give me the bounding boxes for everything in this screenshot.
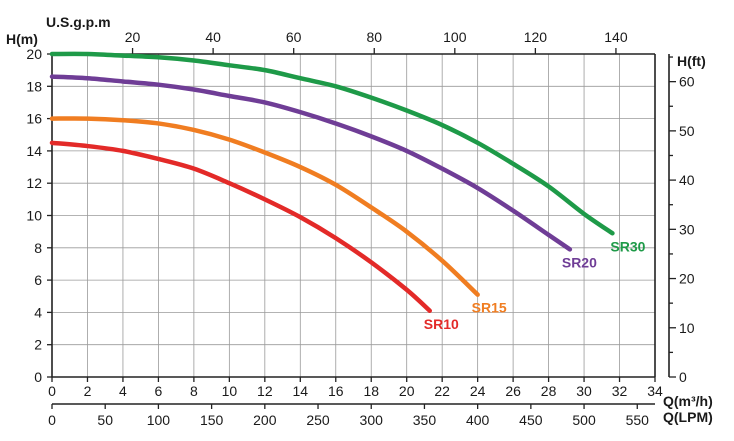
series-label-sr15: SR15 — [472, 300, 507, 316]
lpm-tick-label: 150 — [200, 412, 224, 428]
y-tick-label: 16 — [26, 111, 42, 127]
x-tick-label: 34 — [647, 383, 663, 399]
series-label-sr10: SR10 — [424, 316, 459, 332]
x-tick-label: 24 — [470, 383, 486, 399]
x-tick-label: 12 — [257, 383, 273, 399]
y-axis-title: H(m) — [6, 31, 38, 47]
x-axis-title: Q(m³/h) — [663, 393, 713, 409]
gpm-tick-label: 120 — [524, 29, 548, 45]
x-tick-label: 0 — [48, 383, 56, 399]
y-tick-label: 14 — [26, 143, 42, 159]
lpm-tick-label: 500 — [572, 412, 596, 428]
lpm-tick-label: 200 — [253, 412, 277, 428]
y-tick-label: 10 — [26, 208, 42, 224]
lpm-tick-label: 300 — [360, 412, 384, 428]
x-tick-label: 6 — [155, 383, 163, 399]
gpm-tick-label: 20 — [125, 29, 141, 45]
x-tick-label: 20 — [399, 383, 415, 399]
ft-tick-label: 10 — [679, 320, 695, 336]
x-tick-label: 8 — [190, 383, 198, 399]
ft-tick-label: 40 — [679, 172, 695, 188]
lpm-tick-label: 250 — [306, 412, 330, 428]
lpm-axis-title: Q(LPM) — [663, 409, 713, 425]
y-tick-label: 20 — [26, 46, 42, 62]
grid — [52, 53, 655, 377]
top-axis-title: U.S.g.p.m — [46, 14, 111, 30]
gpm-tick-label: 60 — [286, 29, 302, 45]
y-tick-label: 18 — [26, 78, 42, 94]
y-tick-label: 8 — [34, 240, 42, 256]
lpm-tick-label: 350 — [413, 412, 437, 428]
x-tick-label: 16 — [328, 383, 344, 399]
x-tick-label: 28 — [541, 383, 557, 399]
ft-tick-label: 0 — [679, 369, 687, 385]
series-line-sr15 — [49, 116, 480, 297]
series-line-sr30 — [49, 51, 615, 236]
series-line-sr20 — [49, 74, 573, 252]
y-tick-label: 6 — [34, 272, 42, 288]
lpm-tick-label: 550 — [626, 412, 650, 428]
lpm-tick-label: 100 — [147, 412, 171, 428]
y-tick-label: 4 — [34, 304, 42, 320]
series-label-sr30: SR30 — [610, 238, 645, 254]
x-tick-label: 2 — [84, 383, 92, 399]
ft-tick-label: 20 — [679, 271, 695, 287]
x-tick-label: 10 — [222, 383, 238, 399]
gpm-tick-label: 140 — [604, 29, 628, 45]
ft-tick-label: 30 — [679, 221, 695, 237]
ft-tick-label: 60 — [679, 74, 695, 90]
x-tick-label: 32 — [612, 383, 628, 399]
x-tick-label: 18 — [363, 383, 379, 399]
series — [49, 51, 615, 314]
ft-tick-label: 50 — [679, 123, 695, 139]
gpm-tick-label: 80 — [366, 29, 382, 45]
x-tick-label: 4 — [119, 383, 127, 399]
x-tick-label: 14 — [293, 383, 309, 399]
gpm-tick-label: 100 — [443, 29, 467, 45]
series-line-sr10 — [49, 140, 433, 314]
x-tick-label: 30 — [576, 383, 592, 399]
y-tick-label: 0 — [34, 369, 42, 385]
labels: H(m) U.S.g.p.m H(ft) Q(m³/h)Q(LPM) SR30 SR20 S… — [6, 14, 713, 425]
x-tick-label: 26 — [505, 383, 521, 399]
lpm-tick-label: 400 — [466, 412, 490, 428]
y-tick-label: 2 — [34, 337, 42, 353]
y-tick-label: 12 — [26, 175, 42, 191]
lpm-tick-label: 0 — [48, 412, 56, 428]
series-label-sr20: SR20 — [562, 254, 597, 270]
gpm-tick-label: 40 — [205, 29, 221, 45]
lpm-tick-label: 450 — [519, 412, 543, 428]
x-tick-label: 22 — [434, 383, 450, 399]
lpm-tick-label: 50 — [97, 412, 113, 428]
right-axis-title: H(ft) — [677, 53, 706, 69]
